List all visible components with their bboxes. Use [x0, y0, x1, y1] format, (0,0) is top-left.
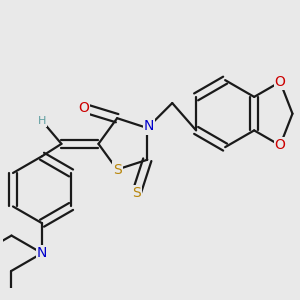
Text: H: H [38, 116, 46, 126]
Text: N: N [37, 246, 47, 260]
Text: O: O [78, 101, 89, 115]
Text: S: S [132, 186, 141, 200]
Text: S: S [113, 163, 122, 176]
Text: N: N [144, 119, 154, 134]
Text: O: O [275, 75, 286, 89]
Text: O: O [275, 138, 286, 152]
